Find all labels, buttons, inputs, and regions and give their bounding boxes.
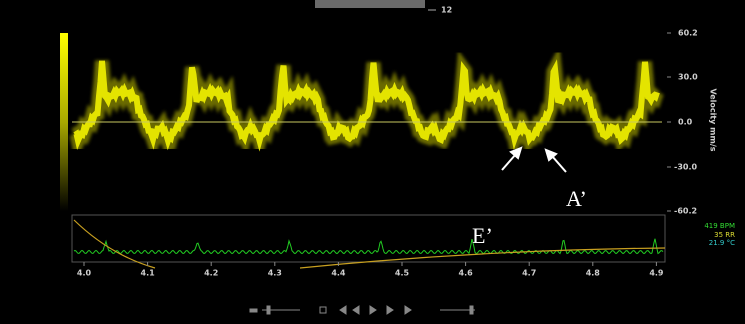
velocity-tick: -60.2 bbox=[674, 207, 697, 216]
velocity-tick: 0.0 bbox=[678, 118, 693, 127]
annotation-a-prime: A’ bbox=[566, 186, 587, 211]
time-tick-label: 4.4 bbox=[331, 269, 346, 278]
zoom-icon[interactable] bbox=[250, 309, 257, 312]
color-bar bbox=[60, 33, 68, 211]
velocity-tick: -30.0 bbox=[674, 163, 697, 172]
velocity-label: Velocity mm/s bbox=[709, 88, 718, 151]
velocity-tick: 60.2 bbox=[678, 29, 698, 38]
time-tick-label: 4.9 bbox=[649, 269, 664, 278]
volume-thumb[interactable] bbox=[470, 306, 473, 314]
background bbox=[0, 0, 745, 324]
velocity-tick: 30.0 bbox=[678, 73, 698, 82]
temperature: 21.9 °C bbox=[709, 239, 735, 247]
ultrasound-screen: 12 60.2 30.0 0.0 -30.0 -60.2 Velocity mm… bbox=[0, 0, 745, 324]
top-bar bbox=[315, 0, 425, 8]
top-indicator: 12 bbox=[441, 6, 452, 15]
time-tick-label: 4.0 bbox=[77, 269, 92, 278]
time-tick-label: 4.6 bbox=[459, 269, 474, 278]
heart-rate: 419 BPM bbox=[704, 222, 735, 230]
time-tick-label: 4.3 bbox=[268, 269, 282, 278]
respiration: 35 RR bbox=[714, 231, 735, 239]
time-tick-label: 4.5 bbox=[395, 269, 410, 278]
annotation-e-prime: E’ bbox=[472, 223, 493, 248]
time-tick-label: 4.7 bbox=[522, 269, 536, 278]
time-tick-label: 4.8 bbox=[586, 269, 601, 278]
zoom-thumb[interactable] bbox=[267, 306, 270, 314]
time-tick-label: 4.2 bbox=[204, 269, 218, 278]
time-tick-label: 4.1 bbox=[141, 269, 156, 278]
